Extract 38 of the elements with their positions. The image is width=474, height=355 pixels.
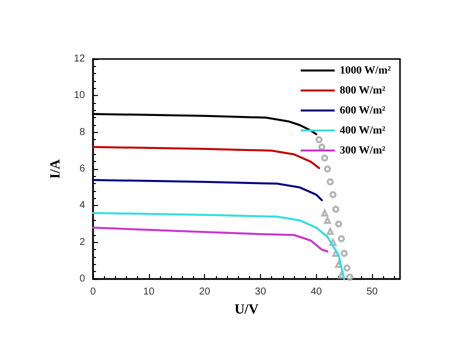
x-tick-label: 0: [90, 286, 96, 298]
legend-label: 600 W/m²: [340, 104, 386, 116]
point: [343, 264, 350, 272]
point: [321, 154, 328, 162]
point: [326, 178, 334, 186]
x-tick-label: 30: [254, 286, 266, 298]
point: [338, 235, 345, 242]
point: [330, 191, 337, 198]
y-tick-label: 0: [79, 274, 86, 284]
line-series: [92, 146, 320, 170]
legend-label: 400 W/m²: [340, 124, 386, 136]
y-tick-label: 10: [74, 90, 86, 102]
x-tick-label: 10: [143, 286, 155, 298]
line-series: [92, 179, 323, 202]
x-tick-label: 40: [310, 286, 322, 298]
x-tick-label: 20: [199, 286, 211, 298]
x-axis-title: U/V: [234, 302, 259, 318]
y-tick-label: 2: [79, 236, 86, 248]
point: [332, 206, 340, 213]
y-tick-label: 6: [79, 164, 86, 174]
legend-label: 800 W/m²: [340, 84, 386, 96]
point: [326, 228, 334, 235]
legend-label: 1000 W/m²: [340, 64, 392, 76]
point: [318, 144, 326, 150]
line-series: [92, 226, 328, 252]
y-axis-title: I/A: [48, 158, 64, 179]
y-tick-label: 12: [74, 54, 86, 64]
y-tick-label: 8: [79, 126, 86, 138]
point: [324, 216, 331, 224]
y-tick-label: 4: [79, 200, 86, 212]
point: [335, 220, 342, 228]
legend-label: 300 W/m²: [340, 144, 386, 156]
point: [340, 250, 348, 257]
point: [324, 166, 331, 172]
point: [316, 136, 323, 144]
x-tick-label: 50: [366, 286, 378, 298]
line-series: [92, 212, 346, 280]
point: [346, 274, 354, 281]
